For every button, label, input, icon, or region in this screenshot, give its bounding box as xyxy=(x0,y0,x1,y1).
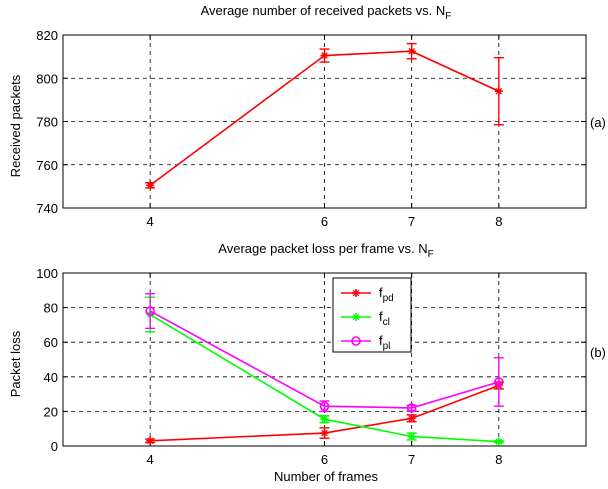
y-tick-label: 800 xyxy=(36,71,58,86)
data-point xyxy=(406,403,417,413)
data-point xyxy=(319,401,330,412)
series-line xyxy=(149,50,500,186)
data-point xyxy=(407,47,416,56)
chart-title: Average packet loss per frame vs. NF xyxy=(218,241,433,260)
legend-label-subscript: cl xyxy=(383,317,390,328)
series-pl xyxy=(145,293,504,413)
legend-label: fpd xyxy=(379,285,394,304)
y-tick-label: 760 xyxy=(36,158,58,173)
x-tick-label: 6 xyxy=(321,214,328,229)
data-point xyxy=(407,432,416,441)
series-cl xyxy=(145,296,504,446)
legend-label-subscript: pd xyxy=(383,293,394,304)
y-tick-label: 100 xyxy=(36,266,58,281)
series-line xyxy=(149,310,500,409)
legend-marker xyxy=(352,313,360,321)
legend-marker xyxy=(351,336,361,346)
legend-entry: fpl xyxy=(341,333,390,352)
data-point xyxy=(320,415,329,424)
y-tick-label: 0 xyxy=(51,439,58,454)
error-bar xyxy=(145,293,156,330)
y-tick-label: 740 xyxy=(36,201,58,216)
x-tick-label: 4 xyxy=(147,214,154,229)
series-line xyxy=(150,384,500,442)
legend-entry: fcl xyxy=(341,309,390,328)
chart-title-subscript: F xyxy=(428,249,434,260)
legend-entry: fpd xyxy=(341,285,394,304)
legend-label-text: f xyxy=(379,285,383,300)
panel-label: (a) xyxy=(590,115,606,130)
x-tick-label: 8 xyxy=(495,452,502,467)
legend-label-text: f xyxy=(379,333,383,348)
data-point xyxy=(146,181,155,190)
chart-title-text: Average number of received packets vs. N xyxy=(201,3,446,18)
y-tick-label: 20 xyxy=(44,404,58,419)
chart-title: Average number of received packets vs. N… xyxy=(201,3,452,22)
x-tick-label: 4 xyxy=(147,452,154,467)
data-point xyxy=(494,87,503,96)
series-pd xyxy=(145,381,504,445)
series-main xyxy=(145,42,504,190)
y-tick-label: 820 xyxy=(36,28,58,43)
data-point xyxy=(146,436,155,445)
legend-label: fpl xyxy=(379,333,390,352)
chart-title-text: Average packet loss per frame vs. N xyxy=(218,241,427,256)
y-tick-label: 780 xyxy=(36,115,58,130)
panel-label: (b) xyxy=(590,345,606,360)
x-tick-label: 6 xyxy=(321,452,328,467)
legend-label-text: f xyxy=(379,309,383,324)
data-point xyxy=(320,429,329,438)
x-axis-label: Number of frames xyxy=(274,469,379,484)
legend-box xyxy=(332,277,412,353)
y-axis-label: Received packets xyxy=(8,74,23,177)
legend-marker xyxy=(352,289,360,297)
legend-label-subscript: pl xyxy=(383,341,391,352)
legend-label: fcl xyxy=(379,309,390,328)
data-point xyxy=(407,414,416,423)
chart-received-packets: Average number of received packets vs. N… xyxy=(8,3,606,229)
x-tick-label: 7 xyxy=(408,214,415,229)
chart-packet-loss: Average packet loss per frame vs. NF Pac… xyxy=(8,241,606,484)
data-point xyxy=(494,437,503,446)
data-point xyxy=(494,377,504,387)
y-axis-label: Packet loss xyxy=(8,330,23,397)
x-tick-label: 7 xyxy=(408,452,415,467)
y-tick-label: 60 xyxy=(44,335,58,350)
y-tick-label: 40 xyxy=(44,370,58,385)
data-point xyxy=(320,51,329,60)
series-line xyxy=(149,313,499,443)
error-bar xyxy=(493,357,504,407)
y-tick-label: 80 xyxy=(44,301,58,316)
x-tick-label: 8 xyxy=(495,214,502,229)
chart-title-subscript: F xyxy=(445,11,451,22)
data-point xyxy=(145,306,155,316)
